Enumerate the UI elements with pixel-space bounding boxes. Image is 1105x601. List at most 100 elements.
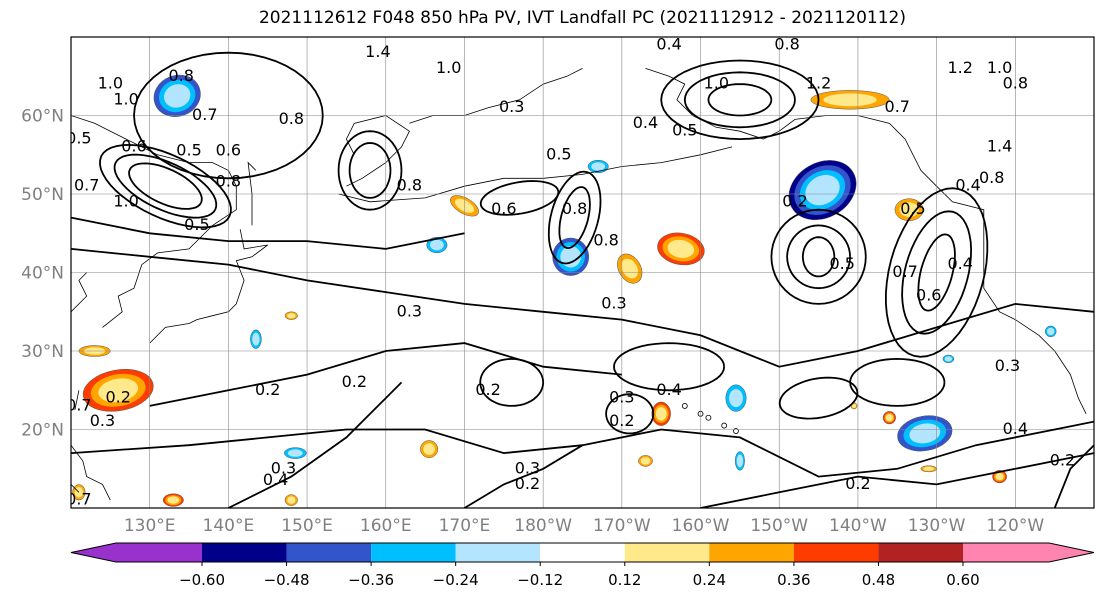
contour-label: 1.0	[704, 74, 729, 93]
pv-contour	[558, 186, 591, 250]
pc-anomaly-patch	[995, 473, 1004, 481]
pv-contour-layer	[71, 51, 1094, 508]
pc-anomaly-patch	[1047, 327, 1055, 336]
colorbar-segment	[963, 543, 1094, 562]
coastline	[71, 484, 80, 493]
longitude-label: 140°E	[203, 516, 255, 536]
pc-anomaly-patch	[287, 496, 296, 504]
contour-label: 0.2	[782, 191, 807, 210]
pv-contour	[547, 170, 602, 265]
island	[681, 403, 688, 409]
contour-label: 0.5	[176, 140, 201, 159]
pv-contour	[337, 130, 403, 211]
pc-shading-layer	[72, 74, 1057, 507]
coastline	[247, 161, 257, 226]
pc-anomaly-patch	[944, 356, 953, 362]
contour-label: 1.0	[98, 74, 123, 93]
pv-contour	[1053, 444, 1094, 508]
longitude-label: 140°W	[829, 516, 887, 536]
longitude-label: 130°W	[908, 516, 966, 536]
latitude-labels: 60°N 50°N 40°N 30°N 20°N	[21, 107, 64, 441]
contour-label: 0.7	[66, 490, 91, 509]
contour-label: 0.3	[515, 458, 540, 477]
figure-title: 2021112612 F048 850 hPa PV, IVT Landfall…	[258, 8, 906, 28]
latitude-label: 50°N	[21, 185, 64, 205]
latitude-label: 30°N	[21, 342, 64, 362]
longitude-labels: 130°E 140°E 150°E 160°E 170°E 180°W 170°W 160°W…	[124, 516, 1045, 536]
colorbar-segment	[71, 543, 202, 562]
contour-label: 0.5	[829, 254, 854, 273]
contour-label: 1.2	[806, 74, 831, 93]
pv-contour	[700, 452, 1094, 508]
pv-contour	[227, 381, 403, 508]
coastline	[71, 444, 111, 501]
contour-label: 1.4	[987, 136, 1012, 155]
pv-contour	[71, 216, 465, 250]
pc-anomaly-patch	[667, 239, 695, 258]
colorbar-segment	[286, 543, 372, 562]
pc-anomaly-patch	[909, 423, 941, 444]
contour-label: 0.2	[255, 380, 280, 399]
longitude-label: 150°E	[281, 516, 333, 536]
contour-label: 0.4	[1003, 419, 1028, 438]
contour-label: 1.0	[436, 58, 461, 77]
island	[705, 414, 712, 421]
pv-contour	[801, 236, 836, 278]
contour-label: 1.0	[987, 58, 1012, 77]
pc-anomaly-patch	[851, 403, 857, 408]
contour-label: 0.4	[656, 34, 681, 53]
colorbar-tick-label: −0.60	[179, 571, 225, 589]
colorbar-tick-label: 0.24	[693, 571, 726, 589]
longitude-label: 180°W	[514, 516, 572, 536]
colorbar-tick-label: −0.36	[348, 571, 394, 589]
pc-anomaly-patch	[560, 246, 581, 268]
contour-label: 0.7	[192, 105, 217, 124]
colorbar-tick-label: −0.48	[264, 571, 310, 589]
longitude-label: 130°E	[124, 516, 176, 536]
longitude-label: 160°W	[672, 516, 730, 536]
colorbar-segment	[371, 543, 456, 562]
colorbar-segment	[793, 543, 879, 562]
contour-label: 0.8	[593, 231, 618, 250]
colorbar-segment	[878, 543, 963, 562]
longitude-label: 170°E	[439, 516, 491, 536]
contour-label: 0.8	[774, 34, 799, 53]
contour-label: 0.6	[121, 136, 146, 155]
pc-anomaly-patch	[736, 454, 744, 468]
pv-contour	[464, 444, 583, 508]
contour-label: 0.8	[279, 109, 304, 128]
contour-label: 0.7	[892, 262, 917, 281]
pc-anomaly-patch	[252, 332, 260, 346]
contour-label: 0.5	[672, 121, 697, 140]
pc-anomaly-patch	[823, 93, 877, 107]
contour-label: 0.2	[342, 372, 367, 391]
contour-label: 0.7	[885, 97, 910, 116]
colorbar-tick-label: 0.12	[608, 571, 641, 589]
contour-label: 0.4	[633, 113, 658, 132]
coastline	[149, 229, 268, 344]
pv-contour	[885, 187, 989, 358]
pc-anomaly-patch	[423, 443, 435, 455]
contour-label: 0.5	[66, 129, 91, 148]
contour-label: 0.2	[515, 474, 540, 493]
contour-label: 0.2	[105, 388, 130, 407]
colorbar-ticks: −0.60 −0.48 −0.36 −0.24 −0.12 0.12 0.24 0.36 0.4…	[179, 562, 980, 589]
contour-label: 0.5	[900, 199, 925, 218]
contour-label: 1.0	[113, 191, 138, 210]
colorbar-tick-label: 0.60	[946, 571, 979, 589]
pc-anomaly-patch	[640, 457, 651, 465]
contour-label: 0.8	[168, 66, 193, 85]
contour-label: 0.7	[66, 395, 91, 414]
colorbar-segment	[455, 543, 541, 562]
contour-label: 0.3	[995, 356, 1020, 375]
colorbar-segments	[70, 542, 1095, 563]
contour-label: 0.3	[601, 293, 626, 312]
longitude-label: 160°E	[360, 516, 412, 536]
contour-label: 0.4	[947, 254, 972, 273]
pv-contour	[778, 376, 859, 420]
pc-anomaly-patch	[805, 174, 840, 206]
pv-contour	[113, 153, 218, 219]
pv-contour	[707, 83, 773, 117]
